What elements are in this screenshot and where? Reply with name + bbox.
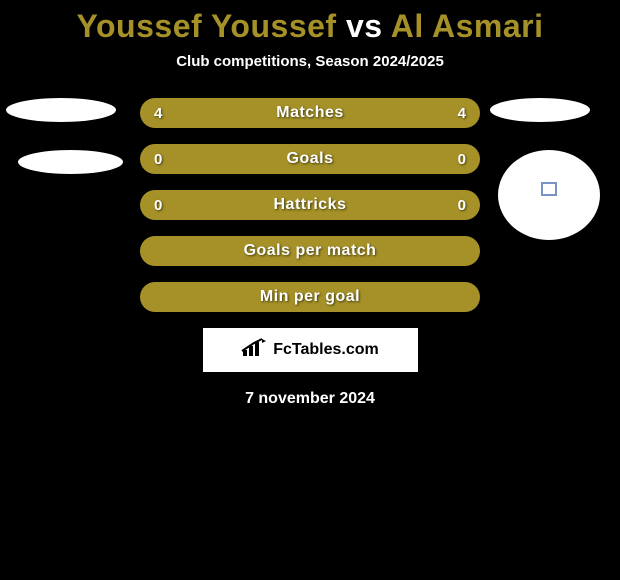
- stat-bar-hattricks: 0 Hattricks 0: [140, 190, 480, 220]
- stat-label: Hattricks: [274, 196, 347, 214]
- stat-label: Min per goal: [260, 288, 360, 306]
- stat-label: Goals: [287, 150, 334, 168]
- stat-bar-matches: 4 Matches 4: [140, 98, 480, 128]
- stat-right: 0: [458, 197, 466, 214]
- date-label: 7 november 2024: [0, 390, 620, 408]
- fctables-logo: FcTables.com: [203, 328, 418, 372]
- stat-right: 4: [458, 105, 466, 122]
- chart-icon: [241, 338, 267, 363]
- title-player1: Youssef Youssef: [77, 8, 337, 44]
- comparison-stage: 4 Matches 4 0 Goals 0 0 Hattricks 0 Goal…: [0, 98, 620, 408]
- stat-left: 4: [154, 105, 162, 122]
- title-player2: Al Asmari: [391, 8, 544, 44]
- badge-icon: [541, 182, 557, 196]
- title-vs: vs: [346, 8, 383, 44]
- subtitle: Club competitions, Season 2024/2025: [0, 53, 620, 70]
- deco-ellipse-right-1: [490, 98, 590, 122]
- stat-label: Goals per match: [244, 242, 377, 260]
- deco-ellipse-left-2: [18, 150, 123, 174]
- stat-left: 0: [154, 197, 162, 214]
- stat-bar-min-per-goal: Min per goal: [140, 282, 480, 312]
- stat-right: 0: [458, 151, 466, 168]
- page-title: Youssef Youssef vs Al Asmari: [0, 0, 620, 45]
- stat-bar-goals: 0 Goals 0: [140, 144, 480, 174]
- deco-ellipse-left-1: [6, 98, 116, 122]
- logo-text: FcTables.com: [273, 341, 379, 359]
- stat-bar-goals-per-match: Goals per match: [140, 236, 480, 266]
- stat-bars: 4 Matches 4 0 Goals 0 0 Hattricks 0 Goal…: [140, 98, 480, 312]
- stat-label: Matches: [276, 104, 344, 122]
- stat-left: 0: [154, 151, 162, 168]
